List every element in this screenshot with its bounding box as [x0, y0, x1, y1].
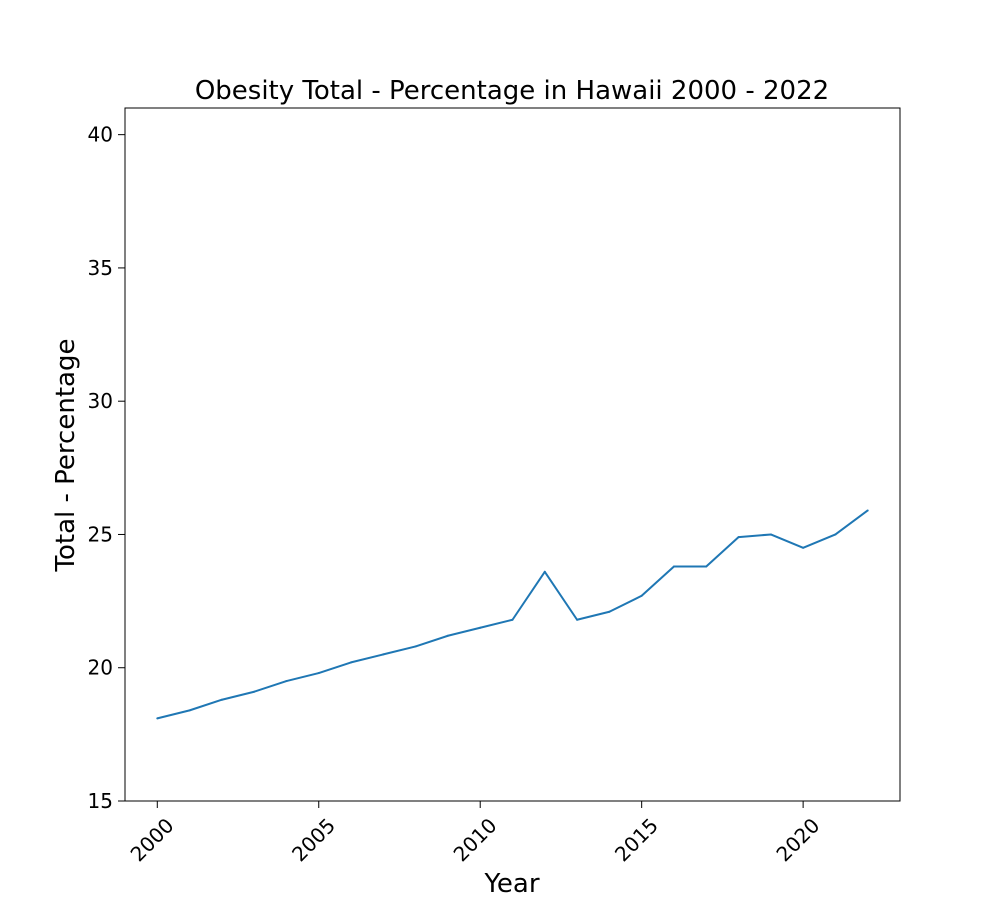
y-tick-label: 15	[88, 789, 113, 813]
data-point	[543, 570, 546, 573]
data-point	[640, 594, 643, 597]
y-tick-label: 35	[88, 256, 113, 280]
data-point	[576, 618, 579, 621]
y-tick-label: 20	[88, 656, 113, 680]
data-point	[834, 533, 837, 536]
data-point	[350, 661, 353, 664]
y-tick-label: 40	[88, 123, 113, 147]
x-tick-label: 2010	[449, 813, 502, 866]
data-point	[705, 565, 708, 568]
data-point	[802, 546, 805, 549]
data-point	[511, 618, 514, 621]
series-area	[156, 509, 869, 720]
data-point	[446, 634, 449, 637]
data-point	[317, 672, 320, 675]
data-point	[866, 509, 869, 512]
data-point	[382, 653, 385, 656]
y-axis-label: Total - Percentage	[51, 339, 81, 573]
data-point	[414, 645, 417, 648]
x-tick-label: 2000	[126, 813, 179, 866]
x-tick-label: 2005	[287, 813, 340, 866]
x-axis-label: Year	[483, 869, 539, 899]
y-tick-label: 25	[88, 522, 113, 546]
chart-title: Obesity Total - Percentage in Hawaii 200…	[195, 76, 829, 106]
data-point	[188, 709, 191, 712]
data-point	[285, 680, 288, 683]
data-point	[672, 565, 675, 568]
y-axis: 15 20 25 30 35 40	[88, 123, 125, 813]
data-point	[479, 626, 482, 629]
x-axis: 2000 2005 2010 2015 2020	[126, 801, 824, 866]
data-point	[156, 717, 159, 720]
y-tick-label: 30	[88, 389, 113, 413]
series-line	[157, 509, 869, 720]
data-point	[220, 698, 223, 701]
data-point	[608, 610, 611, 613]
x-tick-label: 2020	[771, 813, 824, 866]
data-point	[769, 533, 772, 536]
data-point	[253, 690, 256, 693]
plot-frame	[124, 107, 901, 802]
data-point	[737, 536, 740, 539]
x-tick-label: 2015	[610, 813, 663, 866]
